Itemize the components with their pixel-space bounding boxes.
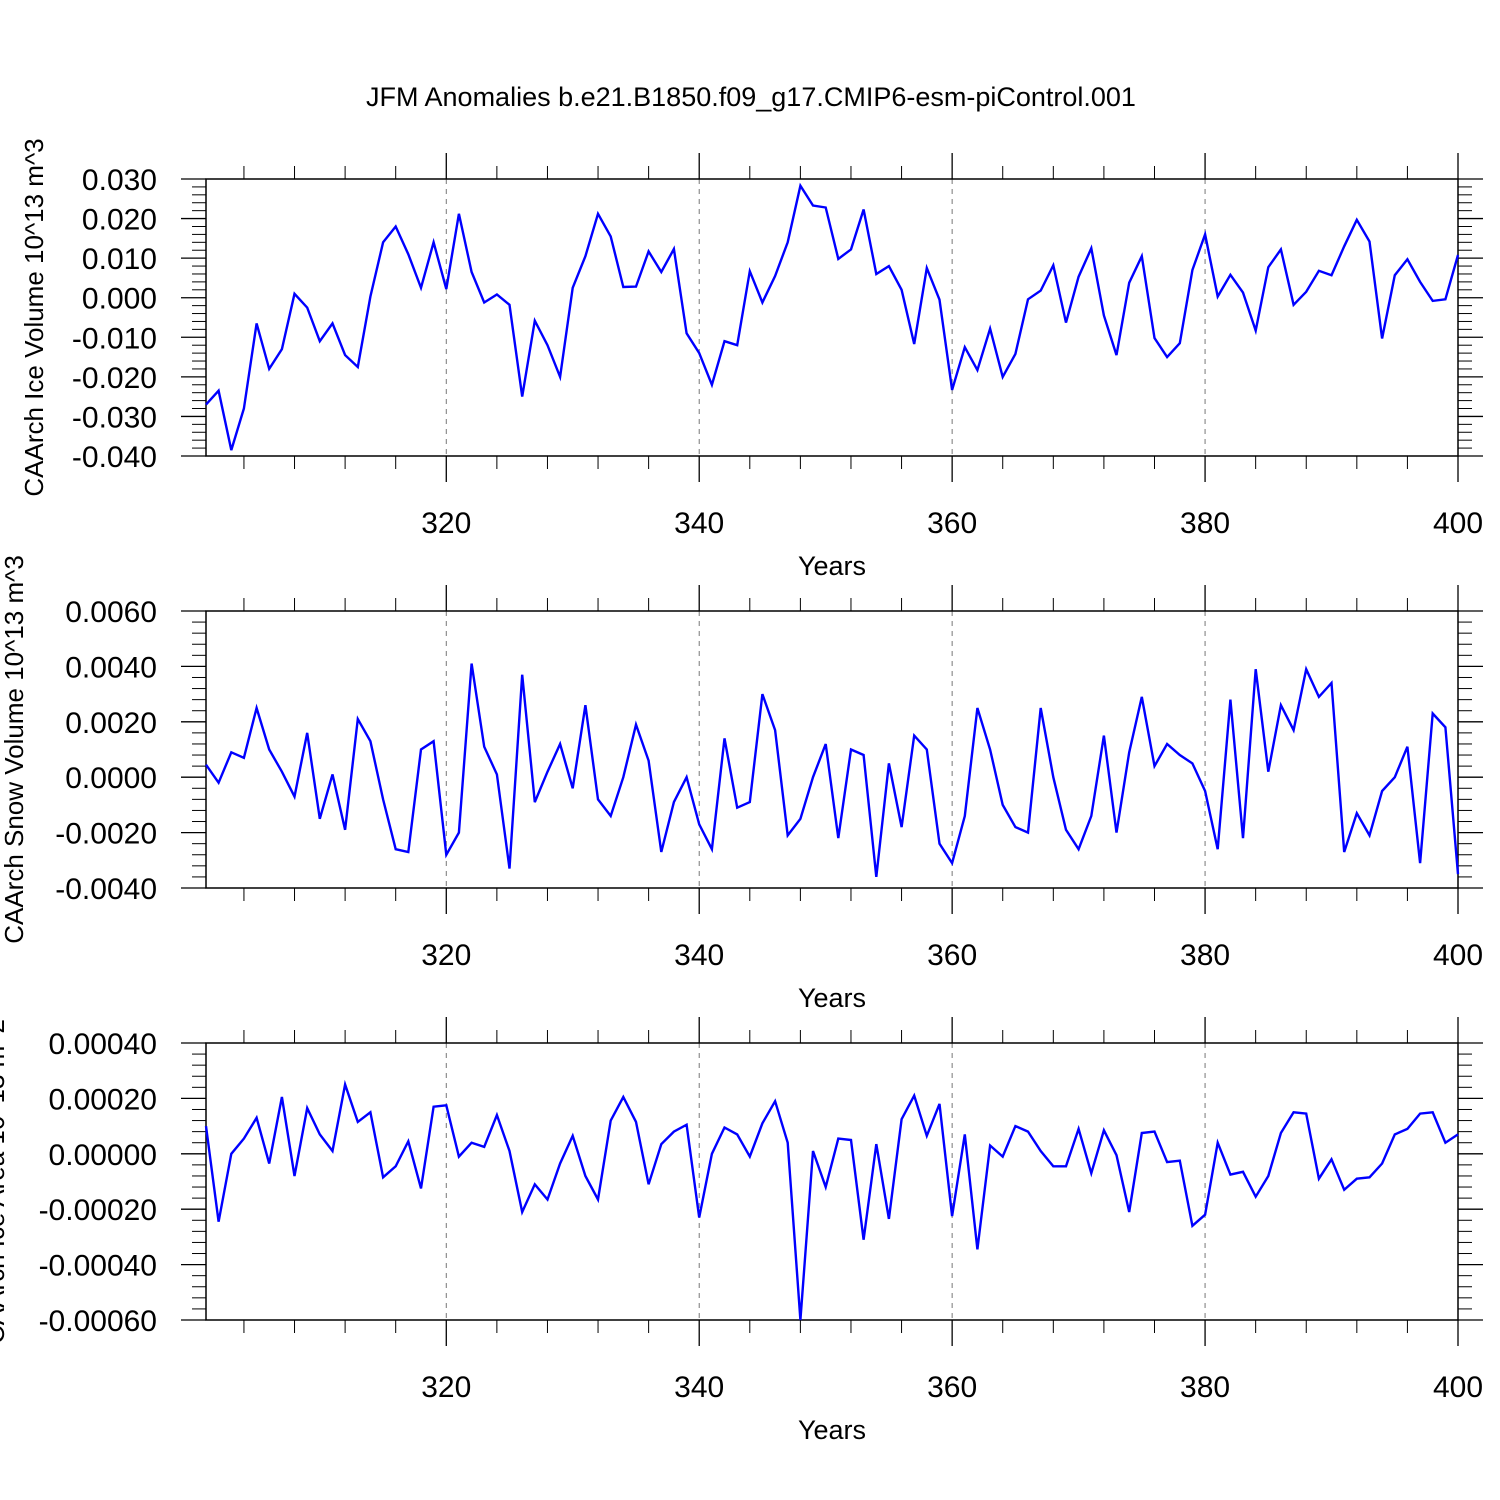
x-tick-label: 320 <box>421 939 471 972</box>
y-tick-label: -0.030 <box>72 401 157 434</box>
y-tick-label: -0.00060 <box>39 1305 157 1338</box>
y-tick-label: 0.030 <box>82 164 157 197</box>
y-tick-label: -0.010 <box>72 322 157 355</box>
y-tick-label: 0.00000 <box>49 1139 157 1172</box>
x-tick-label: 340 <box>674 507 724 540</box>
y-axis-label: CAArch Snow Volume 10^13 m^3 <box>0 555 29 944</box>
x-tick-label: 380 <box>1180 507 1230 540</box>
plot-frame <box>205 1042 1459 1321</box>
y-tick-label: -0.0040 <box>55 873 157 906</box>
x-tick-label: 360 <box>927 1371 977 1404</box>
y-tick-label: -0.040 <box>72 441 157 474</box>
x-axis-label: Years <box>798 551 866 581</box>
series-line <box>204 1079 1459 1321</box>
plot-frame <box>205 610 1459 889</box>
x-tick-label: 380 <box>1180 1371 1230 1404</box>
panel-3: 320 340 360 380 400 -0.00060 -0.00040 -0.00020 0… <box>39 1017 1483 1445</box>
series-line <box>205 663 1460 878</box>
x-tick-label: 360 <box>927 939 977 972</box>
x-tick-label: 400 <box>1433 939 1483 972</box>
y-tick-label: 0.0020 <box>65 707 157 740</box>
y-axis-label: CAArch Ice Area 10^13 m^2 <box>0 1019 10 1344</box>
y-tick-label: 0.0060 <box>65 596 157 629</box>
x-tick-label: 400 <box>1433 1371 1483 1404</box>
y-tick-label: -0.0020 <box>55 818 157 851</box>
x-tick-label: 340 <box>674 939 724 972</box>
y-tick-label: -0.00040 <box>39 1250 157 1283</box>
x-axis-label: Years <box>798 983 866 1013</box>
y-tick-label: 0.00020 <box>49 1083 157 1116</box>
series-line <box>205 182 1460 451</box>
x-axis-label: Years <box>798 1415 866 1445</box>
y-tick-label: 0.000 <box>82 283 157 316</box>
x-tick-label: 400 <box>1433 507 1483 540</box>
y-tick-label: 0.0040 <box>65 651 157 684</box>
y-tick-label: 0.020 <box>82 204 157 237</box>
chart-title: JFM Anomalies b.e21.B1850.f09_g17.CMIP6-… <box>366 82 1136 112</box>
y-tick-label: -0.020 <box>72 362 157 395</box>
x-tick-label: 320 <box>421 507 471 540</box>
plot-frame <box>205 178 1459 457</box>
x-tick-label: 320 <box>421 1371 471 1404</box>
panel-2: 320 340 360 380 400 -0.0040 -0.0020 0.0000 0.002… <box>55 585 1483 1013</box>
panel-1: 320 340 360 380 400 -0.040 -0.030 -0.020 -0.010 0… <box>72 153 1483 581</box>
y-tick-label: 0.00040 <box>49 1028 157 1061</box>
x-tick-label: 360 <box>927 507 977 540</box>
y-tick-label: 0.0000 <box>65 762 157 795</box>
x-tick-label: 380 <box>1180 939 1230 972</box>
y-tick-label: -0.00020 <box>39 1194 157 1227</box>
x-tick-label: 340 <box>674 1371 724 1404</box>
y-tick-label: 0.010 <box>82 243 157 276</box>
y-axis-label: CAArch Ice Volume 10^13 m^3 <box>19 138 49 496</box>
